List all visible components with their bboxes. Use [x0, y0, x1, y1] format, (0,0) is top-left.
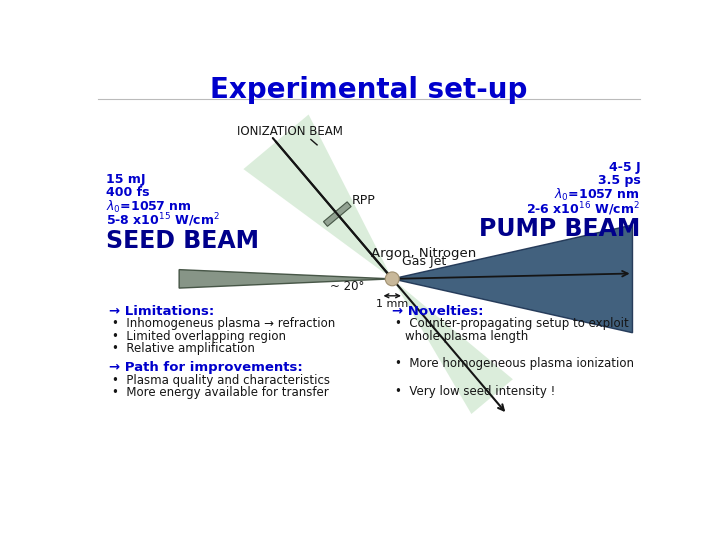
Text: IONIZATION BEAM: IONIZATION BEAM	[237, 125, 343, 138]
Text: •  Plasma quality and characteristics: • Plasma quality and characteristics	[112, 374, 330, 387]
Text: •  More energy available for transfer: • More energy available for transfer	[112, 386, 328, 399]
Text: 3.5 ps: 3.5 ps	[598, 174, 640, 187]
Polygon shape	[392, 225, 632, 333]
Text: 4-5 J: 4-5 J	[608, 161, 640, 174]
Text: •  Limited overlapping region: • Limited overlapping region	[112, 330, 286, 343]
Text: 400 fs: 400 fs	[106, 186, 149, 199]
Polygon shape	[243, 114, 392, 279]
Bar	[323, 202, 351, 226]
Polygon shape	[392, 279, 513, 414]
Text: → Path for improvements:: → Path for improvements:	[109, 361, 303, 374]
Text: ~ 20°: ~ 20°	[330, 280, 364, 293]
Text: 2-6 x10$^{16}$ W/cm$^2$: 2-6 x10$^{16}$ W/cm$^2$	[526, 200, 640, 218]
Text: $\lambda_0$=1057 nm: $\lambda_0$=1057 nm	[106, 199, 192, 215]
Text: Experimental set-up: Experimental set-up	[210, 76, 528, 104]
Text: •  Counter-propagating setup to exploit: • Counter-propagating setup to exploit	[395, 318, 629, 330]
Text: •  More homogeneous plasma ionization: • More homogeneous plasma ionization	[395, 357, 634, 370]
Text: whole plasma length: whole plasma length	[405, 330, 528, 343]
Text: •  Very low seed intensity !: • Very low seed intensity !	[395, 385, 555, 398]
Text: PUMP BEAM: PUMP BEAM	[479, 217, 640, 241]
Text: SEED BEAM: SEED BEAM	[106, 229, 258, 253]
Text: $\lambda_0$=1057 nm: $\lambda_0$=1057 nm	[554, 187, 640, 204]
Text: •  Inhomogeneus plasma → refraction: • Inhomogeneus plasma → refraction	[112, 318, 335, 330]
Text: Argon, Nitrogen: Argon, Nitrogen	[371, 247, 476, 260]
Text: 1 mm: 1 mm	[376, 299, 408, 309]
Text: 5-8 x10$^{15}$ W/cm$^2$: 5-8 x10$^{15}$ W/cm$^2$	[106, 212, 220, 230]
Polygon shape	[179, 269, 392, 288]
Text: RPP: RPP	[351, 194, 375, 207]
Text: → Novelties:: → Novelties:	[392, 305, 484, 318]
Text: Gas Jet: Gas Jet	[402, 255, 446, 268]
Text: •  Relative amplification: • Relative amplification	[112, 342, 255, 355]
Text: → Limitations:: → Limitations:	[109, 305, 215, 318]
Circle shape	[385, 272, 399, 286]
Text: 15 mJ: 15 mJ	[106, 173, 145, 186]
